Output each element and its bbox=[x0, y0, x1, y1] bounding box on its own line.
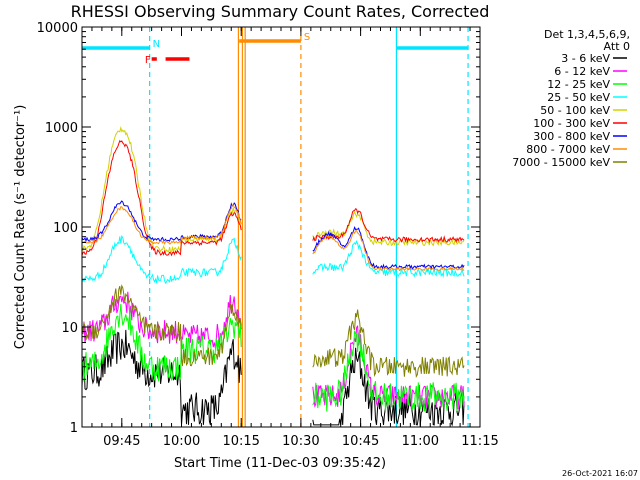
legend-entry-label: 6 - 12 keV bbox=[554, 65, 610, 78]
series-line-5 bbox=[81, 125, 242, 254]
y-tick-label: 1000 bbox=[45, 121, 78, 136]
legend-entry-label: 50 - 100 keV bbox=[540, 104, 610, 117]
y-tick-label: 10000 bbox=[37, 21, 78, 36]
y-tick-label: 1 bbox=[70, 421, 78, 436]
x-axis-label: Start Time (11-Dec-03 09:35:42) bbox=[174, 456, 386, 471]
series-line-7 bbox=[312, 226, 465, 270]
series-line-1 bbox=[81, 329, 242, 426]
chart-title: RHESSI Observing Summary Count Rates, Co… bbox=[71, 2, 490, 21]
y-tick-label: 10 bbox=[61, 321, 78, 336]
y-axis: 1 10 100 1000 10000 bbox=[37, 21, 480, 436]
x-tick-label: 11:00 bbox=[402, 434, 439, 449]
x-tick-label: 09:45 bbox=[103, 434, 140, 449]
series-line-1 bbox=[312, 347, 465, 427]
x-axis: 09:45 10:00 10:15 10:30 10:45 11:00 11:15 bbox=[81, 27, 499, 449]
series-line-4 bbox=[81, 234, 242, 285]
series-line-8 bbox=[81, 204, 242, 245]
legend-entry-label: 800 - 7000 keV bbox=[526, 143, 610, 156]
y-tick-label: 100 bbox=[53, 221, 78, 236]
legend-entry-label: 12 - 25 keV bbox=[547, 78, 610, 91]
flag-label-s: S bbox=[304, 32, 310, 43]
series-line-7 bbox=[81, 200, 242, 243]
x-tick-label: 10:00 bbox=[163, 434, 200, 449]
series-line-6 bbox=[312, 208, 465, 244]
plot-area: NF S bbox=[81, 27, 469, 427]
x-tick-label: 10:15 bbox=[222, 434, 259, 449]
legend-header: Det 1,3,4,5,6,9, bbox=[544, 28, 630, 41]
footer-date: 26-Oct-2021 16:07 bbox=[562, 469, 638, 478]
legend-entry-label: 300 - 800 keV bbox=[533, 130, 610, 143]
series-line-9 bbox=[81, 283, 242, 367]
legend-entry-label: 25 - 50 keV bbox=[547, 91, 610, 104]
x-tick-label: 10:45 bbox=[342, 434, 379, 449]
series-line-6 bbox=[81, 139, 242, 257]
x-tick-label: 10:30 bbox=[282, 434, 319, 449]
flag-label-n: N bbox=[153, 39, 160, 50]
legend-entry-label: 3 - 6 keV bbox=[561, 52, 610, 65]
x-tick-label: 11:15 bbox=[461, 434, 498, 449]
legend-header: Att 0 bbox=[604, 40, 630, 53]
legend-entry-label: 100 - 300 keV bbox=[533, 117, 610, 130]
series-line-9 bbox=[312, 309, 465, 378]
series-line-8 bbox=[312, 230, 465, 272]
y-axis-label: Corrected Count Rate (s⁻¹ detector⁻¹) bbox=[13, 105, 28, 350]
legend-entry-label: 7000 - 15000 keV bbox=[512, 156, 610, 169]
flag-label-f: F bbox=[145, 55, 151, 66]
series-line-3 bbox=[81, 303, 242, 382]
series-line-4 bbox=[312, 239, 465, 278]
series-line-3 bbox=[312, 329, 465, 412]
